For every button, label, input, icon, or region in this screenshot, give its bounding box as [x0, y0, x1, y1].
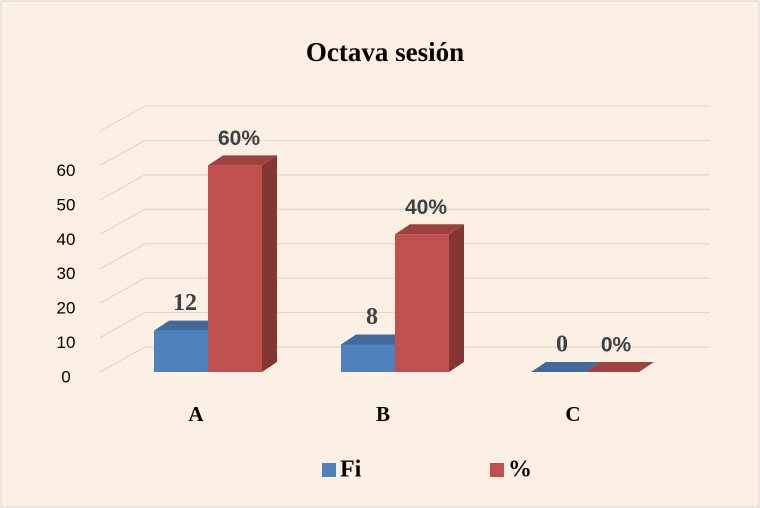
- grid-line: [99, 174, 710, 201]
- bar: [208, 155, 277, 372]
- data-label: 0: [556, 332, 568, 358]
- legend-swatch: [490, 463, 504, 477]
- bar-top: [395, 224, 464, 235]
- y-tick-label: 60: [57, 161, 76, 180]
- legend-label: Fi: [340, 457, 362, 483]
- data-label: 12: [173, 290, 197, 316]
- x-tick-label: B: [376, 402, 390, 426]
- bar-top: [154, 320, 223, 331]
- grid-line: [99, 139, 710, 166]
- grid-line: [99, 346, 710, 373]
- bar-top: [208, 155, 277, 166]
- bar-top: [585, 362, 654, 372]
- data-label: 40%: [405, 196, 447, 219]
- legend-label: %: [508, 457, 532, 483]
- data-label: 0%: [601, 334, 632, 357]
- bar-front: [395, 234, 449, 372]
- y-tick-label: 10: [57, 333, 76, 352]
- legend-swatch: [322, 463, 336, 477]
- bar-front: [154, 330, 208, 372]
- wall-edge: [99, 105, 710, 132]
- bar-side: [449, 224, 464, 372]
- data-label: 60%: [218, 127, 260, 150]
- bar-front: [208, 165, 262, 372]
- grid-line: [99, 277, 710, 304]
- grid-line: [99, 243, 710, 270]
- bar: [585, 362, 654, 372]
- bar: [531, 362, 600, 372]
- chart-title: Octava sesión: [306, 37, 464, 67]
- bar-top: [341, 334, 410, 345]
- grid-line: [99, 311, 710, 339]
- grid-line: [99, 208, 710, 235]
- bar-front: [341, 344, 395, 372]
- y-tick-label: 30: [57, 264, 76, 283]
- y-tick-label: 20: [57, 299, 76, 318]
- y-tick-label: 0: [61, 367, 70, 386]
- bar-side: [262, 155, 277, 372]
- x-tick-label: A: [188, 402, 204, 426]
- y-tick-label: 50: [57, 195, 76, 214]
- x-tick-label: C: [565, 402, 580, 426]
- bar: [395, 224, 464, 372]
- y-tick-label: 40: [57, 230, 76, 249]
- bar-top: [531, 362, 600, 372]
- data-label: 8: [366, 304, 378, 330]
